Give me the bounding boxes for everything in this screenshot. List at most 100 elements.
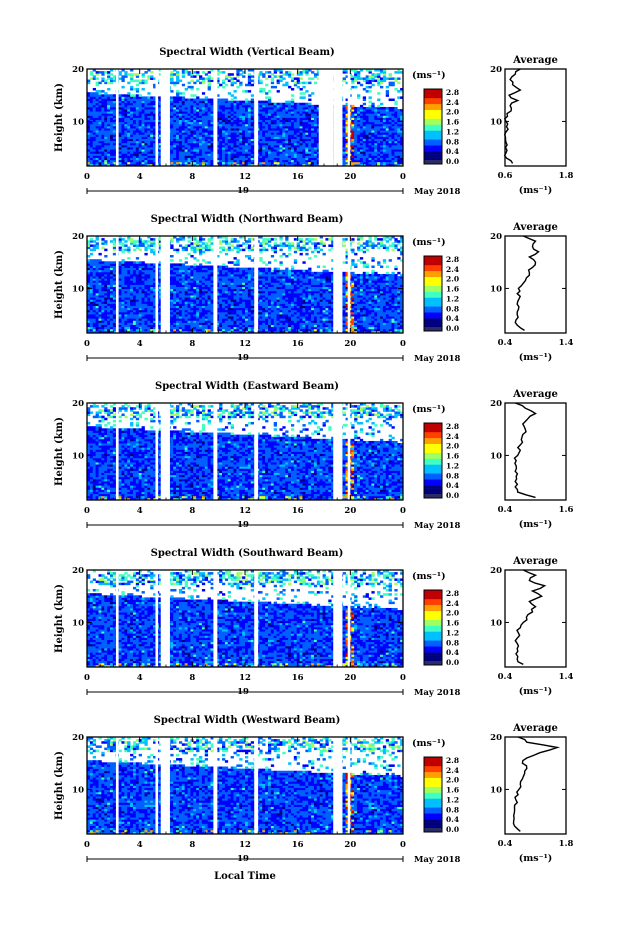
profile-x-tick-label: 1.4 [559, 338, 574, 348]
colorbar-segment [424, 470, 442, 474]
data-gap [160, 236, 170, 333]
colorbar-segment [424, 488, 442, 492]
x-tick-label: 4 [137, 840, 143, 850]
colorbar-tick-label: 0.4 [446, 648, 459, 657]
colorbar-segment [424, 476, 442, 480]
x-tick-label: 12 [239, 506, 251, 516]
colorbar-tick-label: 2.8 [446, 756, 459, 765]
heatmap-cells [87, 570, 403, 667]
colorbar-tick-label: 2.8 [446, 88, 459, 97]
colorbar-segment [424, 616, 442, 620]
colorbar-segment [424, 461, 442, 465]
colorbar-tick-label: 2.4 [446, 432, 459, 441]
data-gap [115, 69, 119, 166]
profile-frame [504, 736, 567, 835]
colorbar-segment [424, 423, 442, 427]
colorbar-tick-label: 0.8 [446, 137, 459, 146]
colorbar-segment [424, 449, 442, 453]
data-gap [333, 69, 343, 166]
colorbar-segment [424, 94, 442, 99]
colorbar-tick-label: 2.0 [446, 108, 459, 117]
colorbar-segment [424, 136, 442, 140]
x-tick-label: 0 [84, 673, 90, 683]
data-gap [333, 570, 343, 667]
colorbar-frame [423, 422, 443, 499]
profile-x-unit: (ms⁻¹) [519, 686, 553, 697]
data-gap [155, 69, 159, 166]
colorbar-tick-label: 2.0 [446, 442, 459, 451]
profile-x-tick-label: 1.4 [559, 672, 574, 682]
colorbar-segment [424, 598, 442, 603]
x-tick-label: 16 [292, 506, 304, 516]
date-label: May 2018 [414, 688, 461, 698]
colorbar-frame [423, 88, 443, 165]
colorbar-segment [424, 607, 442, 612]
profile-y-tick-label: 20 [490, 733, 502, 743]
colorbar-segment [424, 89, 442, 93]
profile-x-unit: (ms⁻¹) [519, 853, 553, 864]
colorbar-segment [424, 774, 442, 779]
panel-2: Spectral Width (Northward Beam) 0 4 8 12 16 20… [54, 214, 573, 364]
colorbar-unit: (ms⁻¹) [412, 404, 446, 415]
x-tick-label: 0 [84, 506, 90, 516]
colorbar-segment [424, 652, 442, 656]
colorbar-segment [424, 112, 442, 116]
colorbar-segment [424, 270, 442, 275]
data-gap [115, 570, 119, 667]
colorbar-segment [424, 625, 442, 629]
colorbar-segment [424, 590, 442, 594]
y-tick-label: 10 [72, 117, 84, 127]
y-tick-label: 20 [72, 65, 84, 75]
x-tick-label: 4 [137, 172, 143, 182]
heatmap-cells [87, 69, 403, 166]
x-tick-label: 0 [400, 506, 406, 516]
colorbar-segment [424, 324, 442, 328]
colorbar-frame [423, 255, 443, 332]
colorbar-tick-label: 2.0 [446, 609, 459, 618]
data-gap [160, 737, 170, 834]
colorbar-segment [424, 658, 442, 662]
y-axis-label: Height (km) [54, 751, 65, 820]
colorbar-segment [424, 613, 442, 617]
colorbar-tick-label: 0.4 [446, 481, 459, 490]
colorbar-segment [424, 431, 442, 436]
profile-line [503, 68, 522, 164]
colorbar-segment [424, 327, 442, 331]
colorbar-segment [424, 825, 442, 829]
y-tick-label: 10 [72, 451, 84, 461]
colorbar-segment [424, 109, 442, 113]
colorbar-segment [424, 306, 442, 310]
colorbar-segment [424, 649, 442, 653]
data-gap [115, 236, 119, 333]
day-label: 19 [237, 687, 249, 697]
day-label: 19 [237, 186, 249, 196]
x-tick-label: 0 [400, 172, 406, 182]
x-tick-label: 16 [292, 840, 304, 850]
data-gap [254, 570, 259, 667]
colorbar-segment [424, 291, 442, 295]
colorbar-tick-label: 0.0 [446, 658, 459, 667]
x-axis-label: Local Time [214, 871, 276, 882]
colorbar-segment [424, 757, 442, 761]
x-tick-label: 16 [292, 339, 304, 349]
data-gap [347, 403, 351, 500]
date-label: May 2018 [414, 187, 461, 197]
colorbar-tick-label: 1.6 [446, 118, 459, 127]
colorbar-segment [424, 479, 442, 483]
colorbar-tick-label: 0.8 [446, 304, 459, 313]
colorbar-segment [424, 148, 442, 152]
colorbar-tick-label: 0.0 [446, 825, 459, 834]
colorbar-segment [424, 783, 442, 787]
colorbar-segment [424, 318, 442, 322]
data-gap [155, 737, 159, 834]
data-gap [213, 737, 218, 834]
heatmap-cells [87, 236, 403, 333]
colorbar-segment [424, 315, 442, 319]
colorbar-tick-label: 0.0 [446, 157, 459, 166]
colorbar-segment [424, 160, 442, 164]
colorbar-tick-label: 1.2 [446, 628, 459, 637]
data-gap [155, 236, 159, 333]
x-tick-label: 8 [189, 673, 195, 683]
colorbar-segment [424, 768, 442, 773]
colorbar-segment [424, 494, 442, 498]
